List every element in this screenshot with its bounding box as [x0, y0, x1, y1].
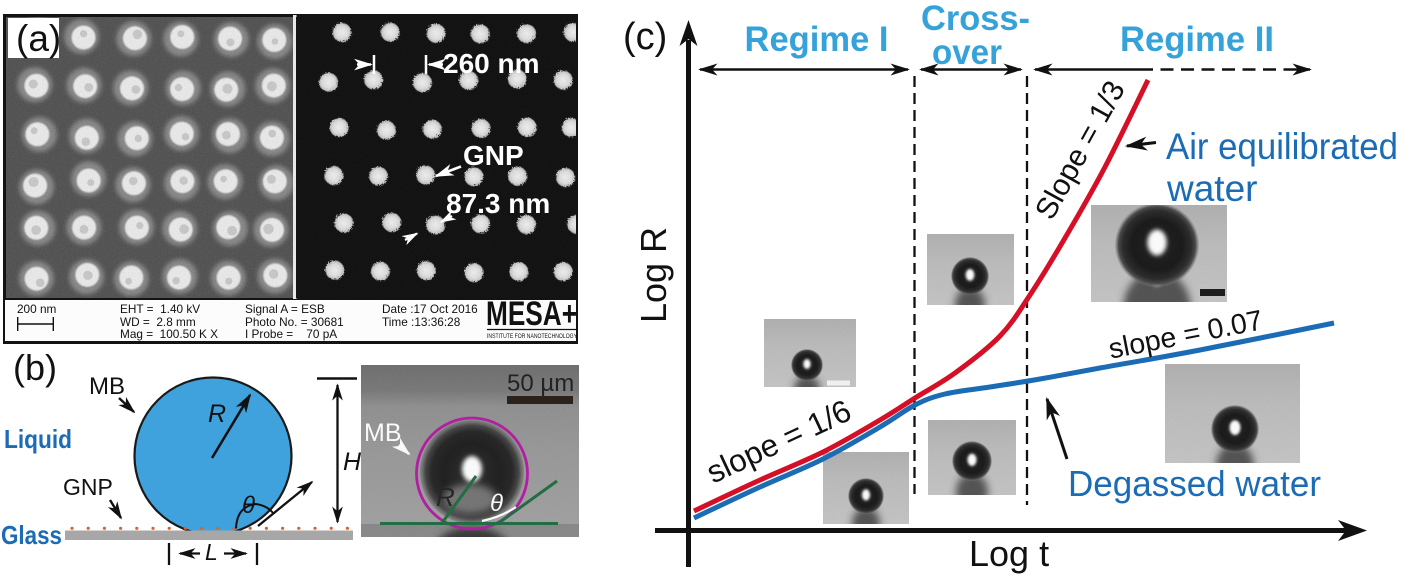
- svg-text:θ: θ: [242, 492, 255, 519]
- svg-text:260 nm: 260 nm: [443, 48, 540, 79]
- svg-text:over: over: [932, 33, 1002, 72]
- svg-text:Air equilibrated: Air equilibrated: [1166, 126, 1398, 167]
- svg-text:GNP: GNP: [463, 140, 524, 171]
- svg-text:INSTITUTE FOR NANOTECHNOLOGY: INSTITUTE FOR NANOTECHNOLOGY: [487, 333, 577, 340]
- svg-text:I Probe = 70 pA: I Probe = 70 pA: [245, 327, 337, 341]
- svg-text:Glass: Glass: [1, 520, 62, 550]
- svg-text:Liquid: Liquid: [4, 424, 72, 454]
- svg-text:200 nm: 200 nm: [17, 302, 57, 316]
- svg-text:87.3 nm: 87.3 nm: [446, 188, 550, 219]
- svg-text:WD = 2.8 mm: WD = 2.8 mm: [120, 315, 196, 329]
- svg-text:Date :17 Oct 2016: Date :17 Oct 2016: [382, 302, 478, 316]
- svg-text:Mag = 100.50 K X: Mag = 100.50 K X: [120, 327, 218, 341]
- svg-text:Photo No. = 30681: Photo No. = 30681: [245, 315, 344, 329]
- svg-text:GNP: GNP: [63, 474, 113, 500]
- svg-text:H: H: [343, 448, 362, 476]
- svg-text:L: L: [205, 539, 218, 565]
- svg-text:MB: MB: [89, 373, 125, 400]
- svg-text:Cross-: Cross-: [921, 0, 1030, 38]
- svg-text:Log t: Log t: [969, 533, 1049, 574]
- svg-text:Time :13:36:28: Time :13:36:28: [382, 315, 461, 329]
- svg-text:Signal A = ESB: Signal A = ESB: [245, 302, 325, 316]
- svg-text:Degassed water: Degassed water: [1068, 463, 1321, 504]
- svg-text:Regime I: Regime I: [745, 20, 889, 59]
- svg-text:MESA+: MESA+: [486, 295, 577, 333]
- svg-text:Log R: Log R: [633, 227, 674, 323]
- svg-text:(c): (c): [623, 16, 667, 58]
- svg-text:(a): (a): [16, 18, 61, 59]
- svg-text:Regime II: Regime II: [1120, 20, 1274, 59]
- svg-text:(b): (b): [13, 347, 57, 388]
- svg-text:water: water: [1166, 168, 1257, 209]
- svg-text:EHT = 1.40 kV: EHT = 1.40 kV: [120, 302, 200, 316]
- svg-text:R: R: [208, 400, 226, 428]
